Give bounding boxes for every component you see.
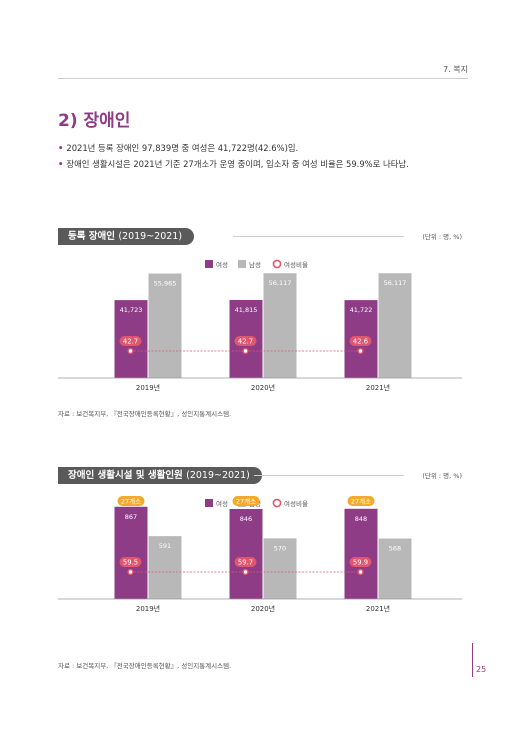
registered-disabled-chart: 등록 장애인 (2019~2021) (단위 : 명, %) 여성 남성 여성비율 4… [58,228,462,428]
bar-male [148,536,182,599]
bullet-text: 2021년 등록 장애인 97,839명 중 여성은 41,722명(42.6%… [66,143,299,153]
bar-male [378,538,412,599]
legend-label-ratio: 여성비율 [284,499,308,508]
ratio-label: 42.6 [353,338,368,346]
x-tick-label: 2019년 [136,383,160,392]
chart-plot: 여성 남성 여성비율 41,723 55,965 2019년 41,815 56,117 202… [58,259,462,392]
unit-label: (단위 : 명, %) [422,472,462,480]
chart-title-main: 등록 장애인 [68,231,116,242]
facility-count-label: 27개소 [351,497,371,506]
ratio-label: 59.7 [238,559,253,567]
title-rule [233,236,404,237]
ratio-label: 59.5 [123,559,138,567]
x-tick-label: 2019년 [136,604,160,613]
ratio-label-bg [349,336,372,346]
x-tick-label: 2020년 [251,604,275,613]
facility-count-label: 27개소 [236,497,256,506]
facility-count-badge [117,496,145,506]
ratio-label: 42.7 [123,338,138,346]
section-label: 7. 복지 [443,65,468,74]
facility-count-badge [347,496,375,506]
summary-bullets: • 2021년 등록 장애인 97,839명 중 여성은 41,722명(42.6… [58,140,409,172]
bullet-marker: • [58,159,64,169]
bar-label-male: 570 [274,544,286,552]
bar-male [263,538,297,599]
page-number-rule [472,643,473,677]
bullet-item: • 2021년 등록 장애인 97,839명 중 여성은 41,722명(42.6… [58,140,409,156]
x-tick-label: 2021년 [366,383,390,392]
unit-label: (단위 : 명, %) [422,233,462,241]
bar-label-female: 846 [240,515,252,523]
bar-label-male: 55,965 [154,280,177,288]
legend-label-ratio: 여성비율 [284,260,308,269]
legend-marker-ratio [272,259,282,269]
legend-swatch-female [205,499,213,507]
page-number: 25 [476,665,487,674]
facility-count-badge [232,496,260,506]
chart-title-main: 장애인 생활시설 및 생활인원 [68,470,183,481]
bar-male [378,273,412,378]
legend-swatch-female [205,260,213,268]
bar-male [263,273,297,378]
legend-swatch-male [238,260,246,268]
chart-title-years: (2019~2021) [186,470,250,481]
source-note: 자료 : 보건복지부, 『전국장애인등록현황』, 성인지통계시스템. [58,662,232,670]
legend-label-male: 남성 [249,260,261,269]
ratio-point [242,568,249,576]
ratio-point [357,347,364,355]
bullet-text: 장애인 생활시설은 2021년 기준 27개소가 운영 중이며, 입소자 중 여… [66,159,409,169]
ratio-point [357,568,364,576]
source-note: 자료 : 보건복지부, 『전국장애인등록현황』, 성인지통계시스템. [58,410,232,418]
title-rule [254,475,404,476]
legend-label-female: 여성 [216,260,228,269]
bar-label-male: 568 [389,545,401,553]
facility-residents-chart: 장애인 생활시설 및 생활인원 (2019~2021) (단위 : 명, %) … [58,467,462,677]
bar-label-female: 848 [355,515,367,523]
header-rule [58,78,468,79]
chart-title: 장애인 생활시설 및 생활인원 (2019~2021) [58,467,262,484]
bar-female [229,509,263,599]
x-tick-label: 2021년 [366,604,390,613]
bar-label-male: 56,117 [269,279,292,287]
bar-label-female: 41,815 [235,306,258,314]
bar-male [148,273,182,378]
chart-title: 등록 장애인 (2019~2021) [58,228,195,245]
ratio-label-bg [349,557,372,567]
bar-female [114,506,148,599]
ratio-label: 42.7 [238,338,253,346]
x-tick-label: 2020년 [251,383,275,392]
ratio-label-bg [234,557,257,567]
bar-female [344,508,378,599]
ratio-point [242,347,249,355]
chart-title-years: (2019~2021) [118,231,183,242]
ratio-label-bg [119,336,142,346]
ratio-label-bg [234,336,257,346]
bar-label-female: 41,722 [350,306,373,314]
bullet-marker: • [58,143,64,153]
bar-label-female: 41,723 [120,306,143,314]
bar-label-male: 56,117 [384,279,407,287]
facility-count-label: 27개소 [121,497,141,506]
ratio-point [127,347,134,355]
ratio-point [127,568,134,576]
bullet-item: • 장애인 생활시설은 2021년 기준 27개소가 운영 중이며, 입소자 중 … [58,156,409,172]
ratio-label: 59.9 [353,559,368,567]
legend-marker-ratio [272,498,282,508]
legend-label-female: 여성 [216,499,228,508]
page-title: 2) 장애인 [58,111,131,131]
chart-plot: 여성남성여성비율8675912019년27개소8465702020년27개소84… [58,496,462,613]
bar-label-male: 591 [159,542,171,550]
bar-label-female: 867 [125,513,137,521]
ratio-label-bg [119,557,142,567]
